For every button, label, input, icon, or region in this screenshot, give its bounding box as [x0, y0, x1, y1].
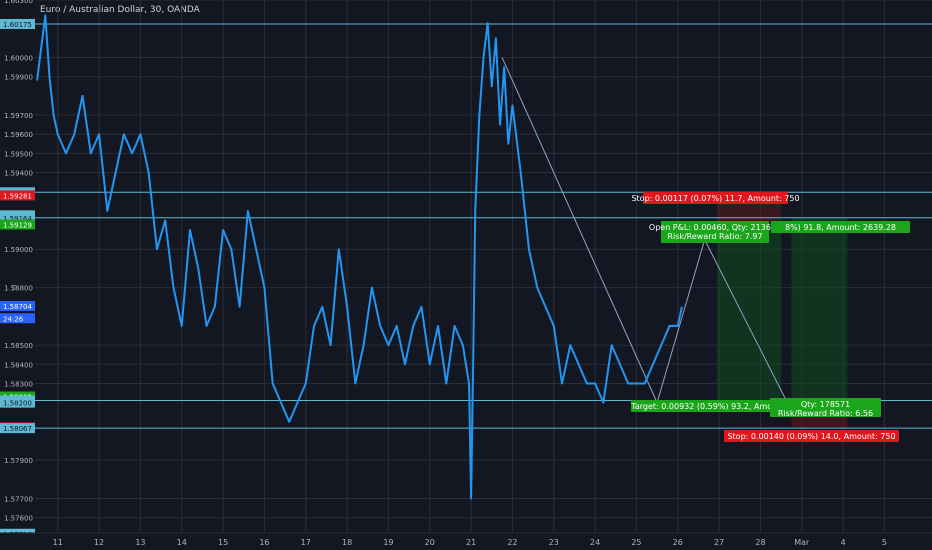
- x-tick-label: 11: [53, 538, 63, 547]
- target-label: Target: 0.00932 (0.59%) 93.2, Amount: 29…: [630, 402, 823, 411]
- price-label-bg: [0, 397, 35, 408]
- y-tick-label: 1.60000: [4, 55, 33, 63]
- qty-rr-label: Qty: 178571: [801, 400, 850, 409]
- price-label-bg: [0, 190, 35, 201]
- y-tick-label: 1.59900: [4, 74, 33, 82]
- x-tick-label: 25: [631, 538, 641, 547]
- x-tick-label: 17: [301, 538, 311, 547]
- x-tick-label: 20: [425, 538, 435, 547]
- price-label-bg: [0, 212, 35, 223]
- x-tick-label: 26: [673, 538, 683, 547]
- stop-label-top-bg: [643, 192, 788, 204]
- price-label: 1.58200: [3, 400, 32, 408]
- x-tick-label: 24: [590, 538, 600, 547]
- x-tick-label: Mar: [794, 538, 810, 547]
- x-tick-label: 27: [714, 538, 724, 547]
- y-axis-panel: [0, 0, 35, 533]
- x-tick-label: 16: [259, 538, 269, 547]
- zero-marker: Z: [12, 284, 17, 292]
- x-axis-panel: [0, 533, 932, 550]
- y-tick-label: 1.59000: [4, 246, 33, 254]
- price-label: 1.59129: [3, 222, 32, 230]
- x-tick-label: 15: [218, 538, 228, 547]
- x-tick-label: 22: [507, 538, 517, 547]
- target-amount-label-top-bg: [771, 221, 910, 233]
- price-label-bg: [0, 300, 35, 311]
- y-tick-label: 1.57600: [4, 515, 33, 523]
- price-label-bg: [0, 313, 35, 324]
- price-label-bg: [0, 423, 35, 434]
- x-tick-label: 12: [94, 538, 104, 547]
- x-tick-label: 4: [841, 538, 846, 547]
- y-tick-label: 1.59600: [4, 131, 33, 139]
- price-label: 1.59164: [3, 215, 32, 223]
- stop-label-bottom-bg: [724, 430, 899, 442]
- qty-rr-label-bg: [770, 398, 881, 417]
- x-tick-label: 13: [135, 538, 145, 547]
- y-tick-label: 1.58500: [4, 342, 33, 350]
- y-tick-label: 1.59700: [4, 112, 33, 120]
- stop-label-bottom: Stop: 0.00140 (0.09%) 14.0, Amount: 750: [727, 432, 895, 441]
- target-amount-label-top: 8%) 91.8, Amount: 2639.28: [785, 223, 896, 232]
- y-tick-label: 1.59500: [4, 150, 33, 158]
- open-pnl-label: Open P&L: 0.00460, Qty: 213675: [649, 223, 781, 232]
- y-tick-label: 1.58800: [4, 285, 33, 293]
- x-tick-label: 23: [549, 538, 559, 547]
- chart-title: Euro / Australian Dollar, 30, OANDA: [40, 5, 200, 15]
- price-label: 1.58704: [3, 303, 32, 311]
- projection-line: [501, 57, 788, 405]
- y-tick-label: 1.57700: [4, 495, 33, 503]
- y-tick-label: 1.58300: [4, 380, 33, 388]
- x-tick-label: 14: [177, 538, 187, 547]
- price-label-bg: [0, 18, 35, 29]
- x-tick-label: 28: [755, 538, 765, 547]
- price-label: 1.58067: [3, 425, 32, 433]
- price-series-line: [36, 14, 683, 500]
- x-tick-label: 18: [342, 538, 352, 547]
- price-label-bg: [0, 219, 35, 230]
- y-tick-label: 1.59400: [4, 170, 33, 178]
- stop-label-top: Stop: 0.00117 (0.07%) 11.7, Amount: 750: [631, 194, 799, 203]
- open-pnl-label: Risk/Reward Ratio: 7.97: [667, 232, 762, 241]
- y-tick-label: 1.60300: [4, 0, 33, 5]
- price-label: 1.60175: [3, 21, 32, 29]
- y-tick-label: 1.58400: [4, 361, 33, 369]
- x-tick-label: 5: [882, 538, 887, 547]
- price-label: 1.59281: [3, 192, 32, 200]
- open-pnl-label-bg: [661, 221, 769, 243]
- x-tick-label: 19: [383, 538, 393, 547]
- profit-zone-2: [791, 217, 848, 401]
- qty-rr-label: Risk/Reward Ratio: 6.56: [778, 409, 873, 418]
- profit-zone-1: [717, 224, 782, 401]
- x-tick-label: 21: [466, 538, 476, 547]
- price-label: 24:26: [3, 315, 24, 323]
- y-tick-label: 1.57900: [4, 457, 33, 465]
